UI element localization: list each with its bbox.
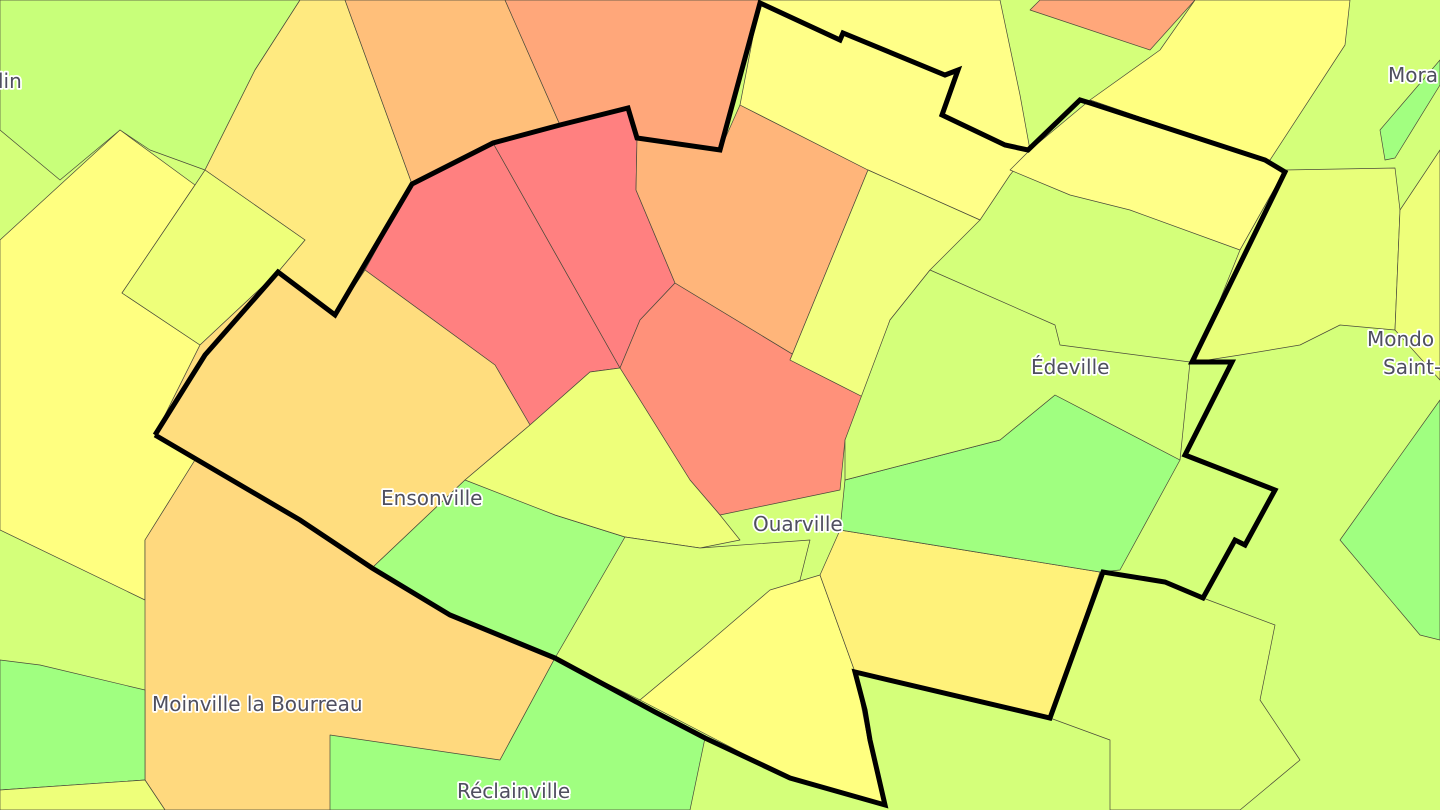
area[interactable] (0, 779, 166, 810)
place-label-lin: lin (0, 69, 22, 93)
place-label-mora: Mora (1388, 63, 1438, 87)
place-label-reclainville: Réclainville (457, 779, 570, 803)
area[interactable] (739, 0, 1031, 221)
place-label-saint: Saint- (1383, 355, 1440, 379)
place-label-edeville: Édeville (1031, 355, 1109, 379)
place-label-moinville: Moinville la Bourreau (152, 692, 363, 716)
area[interactable] (1029, 0, 1196, 51)
area[interactable] (1339, 399, 1440, 641)
place-label-ouarville: Ouarville (753, 512, 843, 536)
area[interactable] (1379, 59, 1440, 161)
area[interactable] (0, 659, 146, 791)
place-label-ensonville: Ensonville (381, 486, 482, 510)
place-label-mondo: Mondo (1367, 327, 1434, 351)
commune-boundary (152, 0, 1289, 809)
area[interactable] (1394, 149, 1440, 381)
area[interactable] (464, 367, 741, 549)
place-labels: lin Mora Mondo Saint- Édeville Ensonvill… (0, 61, 1440, 805)
